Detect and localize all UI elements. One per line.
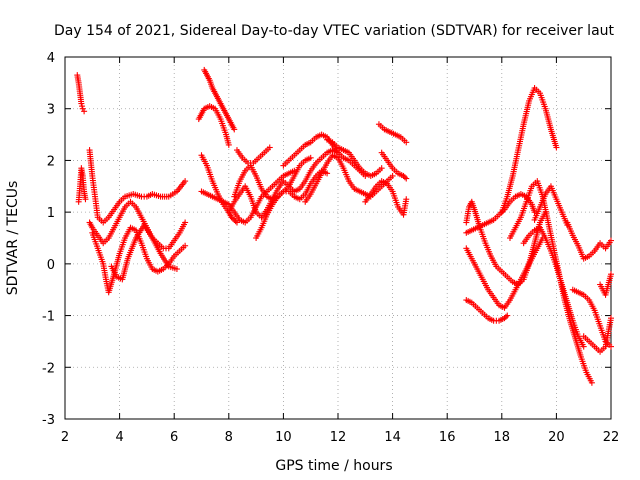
plus-marker bbox=[307, 154, 314, 161]
plus-marker bbox=[231, 126, 238, 133]
series-arc-08 bbox=[195, 103, 232, 148]
plus-marker bbox=[173, 266, 180, 273]
y-tick-label: 2 bbox=[47, 154, 55, 169]
plus-marker bbox=[81, 108, 88, 115]
series-arc-16 bbox=[302, 152, 396, 205]
x-tick-label: 14 bbox=[384, 430, 401, 445]
series-arc-28 bbox=[531, 183, 571, 229]
x-tick-label: 8 bbox=[225, 430, 233, 445]
plus-marker bbox=[79, 105, 86, 112]
y-tick-label: -1 bbox=[42, 310, 55, 325]
y-tick-label: 3 bbox=[47, 103, 55, 118]
plus-marker bbox=[403, 139, 410, 146]
series-arc-32 bbox=[597, 271, 614, 298]
data-points bbox=[74, 66, 614, 386]
series-arc-07 bbox=[201, 66, 238, 133]
y-tick-labels: 4 3 2 1 0 -1 -2 -3 bbox=[42, 51, 55, 428]
plus-marker bbox=[229, 215, 236, 222]
x-tick-label: 20 bbox=[548, 430, 565, 445]
plus-marker bbox=[403, 196, 410, 203]
plus-marker bbox=[608, 271, 614, 278]
plus-marker bbox=[403, 175, 410, 182]
plus-marker bbox=[378, 165, 385, 172]
series-arc-02 bbox=[75, 165, 89, 205]
plus-marker bbox=[389, 172, 396, 179]
plus-marker bbox=[501, 315, 508, 322]
y-tick-label: 1 bbox=[47, 206, 55, 221]
x-tick-label: 10 bbox=[275, 430, 292, 445]
y-tick-label: -2 bbox=[42, 361, 55, 376]
plus-marker bbox=[400, 172, 407, 179]
plus-marker bbox=[79, 103, 86, 110]
plus-marker bbox=[502, 313, 509, 320]
plus-marker bbox=[82, 196, 89, 203]
series-arc-21 bbox=[463, 191, 538, 236]
x-tick-label: 18 bbox=[494, 430, 511, 445]
plus-marker bbox=[553, 144, 560, 151]
y-tick-label: 4 bbox=[47, 51, 55, 66]
plus-marker bbox=[228, 214, 235, 221]
series-arc-04 bbox=[86, 198, 189, 252]
plus-marker bbox=[531, 209, 538, 216]
series-arc-20 bbox=[362, 178, 410, 218]
x-tick-label: 12 bbox=[330, 430, 347, 445]
plus-marker bbox=[225, 141, 232, 148]
x-tick-label: 4 bbox=[115, 430, 123, 445]
y-axis-label: SDTVAR / TECUs bbox=[5, 181, 21, 296]
plus-marker bbox=[608, 315, 614, 322]
plus-marker bbox=[608, 237, 614, 244]
series-arc-13 bbox=[233, 144, 273, 167]
x-axis-label: GPS time / hours bbox=[275, 458, 392, 474]
series-arc-23 bbox=[463, 235, 546, 311]
y-tick-label: 0 bbox=[47, 258, 55, 273]
plus-marker bbox=[182, 178, 189, 185]
plus-marker bbox=[182, 242, 189, 249]
x-tick-label: 2 bbox=[61, 430, 69, 445]
series-arc-27 bbox=[520, 224, 587, 350]
plus-marker bbox=[608, 343, 614, 350]
series-arc-29 bbox=[564, 219, 614, 262]
x-tick-labels: 2 4 6 8 10 12 14 16 18 20 22 bbox=[61, 430, 619, 445]
plus-marker bbox=[401, 174, 408, 181]
plus-marker bbox=[504, 312, 511, 319]
x-tick-label: 22 bbox=[603, 430, 620, 445]
y-tick-label: -3 bbox=[42, 413, 55, 428]
chart-title: Day 154 of 2021, Sidereal Day-to-day VTE… bbox=[54, 23, 615, 39]
series-arc-19 bbox=[378, 149, 410, 182]
x-tick-label: 6 bbox=[170, 430, 178, 445]
plus-marker bbox=[266, 144, 273, 151]
x-tick-label: 16 bbox=[439, 430, 456, 445]
plus-marker bbox=[231, 216, 238, 223]
series-arc-18 bbox=[375, 121, 410, 146]
plus-marker bbox=[588, 379, 595, 386]
plus-marker bbox=[580, 343, 587, 350]
series-arc-25 bbox=[498, 85, 560, 216]
series-arc-01 bbox=[74, 72, 88, 115]
plus-marker bbox=[182, 219, 189, 226]
series-arc-03 bbox=[86, 147, 189, 226]
series-arc-31 bbox=[580, 315, 614, 355]
series-arc-11 bbox=[231, 154, 314, 203]
plus-marker bbox=[233, 219, 240, 226]
series-arc-17 bbox=[324, 136, 385, 179]
series-arc-06 bbox=[108, 222, 180, 283]
plus-marker bbox=[78, 100, 85, 107]
plus-marker bbox=[324, 170, 331, 177]
plus-marker bbox=[232, 218, 239, 225]
series-arc-30 bbox=[569, 286, 614, 350]
series-arc-24 bbox=[463, 297, 511, 324]
